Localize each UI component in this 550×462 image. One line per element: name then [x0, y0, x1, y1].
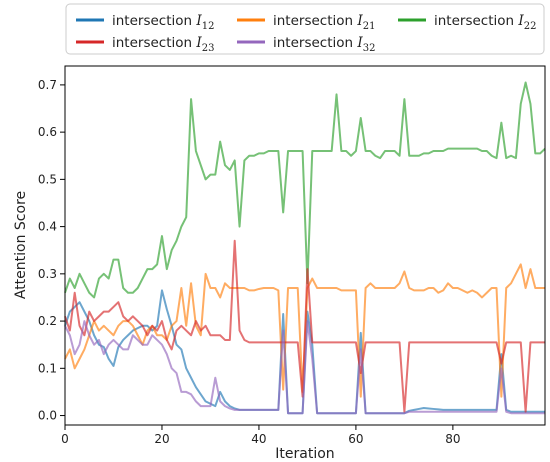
- series-line-22: [64, 81, 546, 299]
- x-tick-label: 0: [61, 432, 69, 446]
- y-tick-label: 0.5: [38, 172, 57, 186]
- legend: intersection I12 intersection I21 intersec…: [65, 3, 545, 55]
- y-tick-label: 0.2: [38, 314, 57, 328]
- series-layer: [64, 81, 546, 415]
- x-tick-label: 20: [154, 432, 169, 446]
- series-line-32: [64, 320, 545, 415]
- legend-label: intersection I32: [273, 35, 375, 54]
- x-tick-label: 80: [445, 432, 460, 446]
- legend-label: intersection I12: [112, 13, 214, 32]
- x-axis-label: Iteration: [275, 446, 334, 462]
- legend-box: [65, 3, 545, 55]
- y-tick-label: 0.6: [38, 125, 57, 139]
- legend-label: intersection I22: [434, 13, 536, 32]
- x-tick-label: 60: [348, 432, 363, 446]
- x-axis: 0 20 40 60 80: [61, 425, 461, 446]
- y-tick-label: 0.3: [38, 267, 57, 281]
- y-tick-label: 0.7: [38, 78, 57, 92]
- y-tick-label: 0.1: [38, 361, 57, 375]
- series-line-23: [64, 239, 545, 413]
- legend-label: intersection I21: [273, 13, 375, 32]
- plot-frame: [64, 65, 546, 426]
- x-tick-label: 40: [251, 432, 266, 446]
- y-tick-label: 0.4: [38, 220, 57, 234]
- y-axis: 0.0 0.1 0.2 0.3 0.4 0.5 0.6 0.7: [38, 78, 65, 423]
- y-tick-label: 0.0: [38, 409, 57, 423]
- legend-label: intersection I23: [112, 35, 214, 54]
- y-axis-label: Attention Score: [13, 191, 29, 299]
